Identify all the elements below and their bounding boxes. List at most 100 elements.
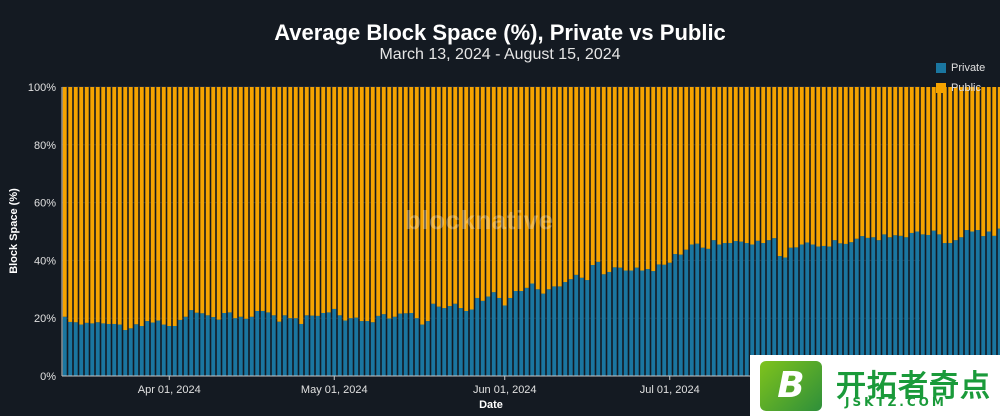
bar-public — [469, 87, 474, 310]
bar-private — [150, 322, 155, 376]
bar-public — [761, 87, 766, 244]
bar-public — [491, 87, 496, 293]
bar-public — [420, 87, 425, 325]
bar-private — [942, 243, 947, 376]
bar-public — [953, 87, 958, 241]
y-tick-labels: 0% 20% 40% 60% 80% 100% — [28, 82, 56, 383]
bar-public — [431, 87, 436, 304]
bar-private — [964, 230, 969, 376]
bar-private — [722, 243, 727, 376]
bar-public — [392, 87, 397, 317]
bar-public — [574, 87, 579, 275]
bar-private — [629, 270, 634, 376]
bar-public — [315, 87, 320, 316]
bar-public — [211, 87, 216, 318]
bar-private — [79, 324, 84, 376]
bar-private — [216, 319, 221, 376]
legend-item-public: Public — [936, 78, 985, 98]
bar-private — [590, 265, 595, 376]
bar-private — [486, 296, 491, 376]
bar-private — [497, 297, 502, 376]
bar-private — [794, 247, 799, 376]
bar-public — [706, 87, 711, 249]
bar-public — [810, 87, 815, 245]
bar-private — [909, 232, 914, 376]
bar-public — [920, 87, 925, 235]
bar-public — [788, 87, 793, 248]
bar-private — [777, 256, 782, 376]
bar-public — [750, 87, 755, 245]
bar-private — [634, 267, 639, 376]
bar-private — [535, 289, 540, 376]
bar-private — [222, 312, 227, 376]
bar-private — [227, 312, 232, 376]
bar-private — [937, 234, 942, 376]
bar-private — [469, 309, 474, 376]
bar-public — [948, 87, 953, 244]
bar-public — [937, 87, 942, 235]
bar-public — [678, 87, 683, 255]
bar-private — [898, 235, 903, 376]
bar-public — [860, 87, 865, 237]
bar-private — [172, 326, 177, 376]
bar-private — [816, 246, 821, 376]
bar-private — [376, 315, 381, 376]
bar-private — [513, 291, 518, 376]
bar-private — [618, 267, 623, 376]
bar-private — [480, 300, 485, 376]
bar-public — [992, 87, 997, 236]
bar-private — [447, 306, 452, 376]
bar-private — [310, 315, 315, 376]
logo-text: 开拓者奇点 — [836, 369, 991, 404]
bar-public — [497, 87, 502, 298]
bar-private — [271, 315, 276, 376]
bar-private — [865, 237, 870, 376]
bar-private — [739, 241, 744, 376]
bar-private — [832, 240, 837, 376]
bar-public — [717, 87, 722, 245]
bar-private — [876, 240, 881, 376]
bar-private — [475, 297, 480, 376]
bar-private — [700, 247, 705, 376]
bar-public — [739, 87, 744, 242]
bar-public — [414, 87, 419, 319]
y-tick-label: 80% — [34, 140, 56, 152]
bar-private — [354, 317, 359, 376]
bar-public — [876, 87, 881, 241]
bar-private — [233, 318, 238, 376]
bar-private — [337, 315, 342, 376]
bar-public — [882, 87, 887, 235]
bar-private — [854, 238, 859, 376]
bar-public — [601, 87, 606, 275]
bar-private — [387, 318, 392, 376]
bar-public — [244, 87, 249, 319]
bar-private — [541, 293, 546, 376]
bar-public — [964, 87, 969, 231]
bar-public — [238, 87, 243, 317]
bar-public — [777, 87, 782, 257]
bar-public — [887, 87, 892, 238]
bar-private — [986, 231, 991, 376]
bar-private — [167, 326, 172, 376]
bar-public — [700, 87, 705, 248]
bar-public — [222, 87, 227, 313]
bar-private — [871, 237, 876, 376]
bar-private — [117, 324, 122, 376]
bar-private — [288, 318, 293, 376]
bar-private — [348, 318, 353, 376]
bar-public — [640, 87, 645, 271]
bar-private — [882, 234, 887, 376]
bar-private — [656, 264, 661, 376]
bar-private — [244, 318, 249, 376]
bar-private — [491, 292, 496, 376]
bar-public — [893, 87, 898, 236]
bar-private — [920, 234, 925, 376]
bar-public — [607, 87, 612, 272]
bar-private — [645, 269, 650, 376]
bar-public — [959, 87, 964, 238]
bar-public — [673, 87, 678, 255]
bar-public — [376, 87, 381, 316]
legend-item-private: Private — [936, 58, 985, 78]
bar-public — [233, 87, 238, 319]
